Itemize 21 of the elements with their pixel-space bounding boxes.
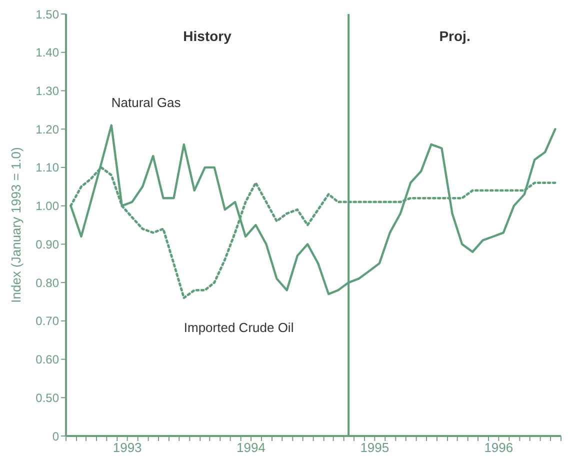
x-tick-label: 1995	[360, 440, 390, 456]
x-tick-label: 1996	[484, 440, 514, 456]
y-tick-label: 0.70	[36, 314, 60, 328]
y-tick-label: 0.60	[36, 352, 60, 367]
y-tick-label: 0.80	[36, 276, 60, 290]
y-tick-label: 0.90	[36, 237, 60, 252]
y-tick-label: 1.40	[36, 46, 60, 60]
y-tick-label: 1.00	[36, 199, 60, 214]
y-tick-label: 1.30	[36, 84, 60, 98]
y-tick-label: 0	[52, 429, 60, 444]
y-axis-title: Index (January 1993 = 1.0)	[8, 147, 24, 303]
y-tick-label: 1.50	[36, 7, 60, 22]
series-label: Natural Gas	[111, 95, 181, 110]
y-tick-label: 1.20	[36, 122, 60, 136]
annotation: History	[183, 28, 232, 44]
y-tick-label: 0.50	[36, 390, 60, 405]
annotation: Proj.	[439, 28, 470, 44]
x-tick-label: 1994	[236, 440, 266, 456]
x-tick-label: 1993	[112, 440, 142, 456]
y-tick-label: 1.10	[36, 160, 60, 175]
series-label: Imported Crude Oil	[184, 320, 294, 335]
